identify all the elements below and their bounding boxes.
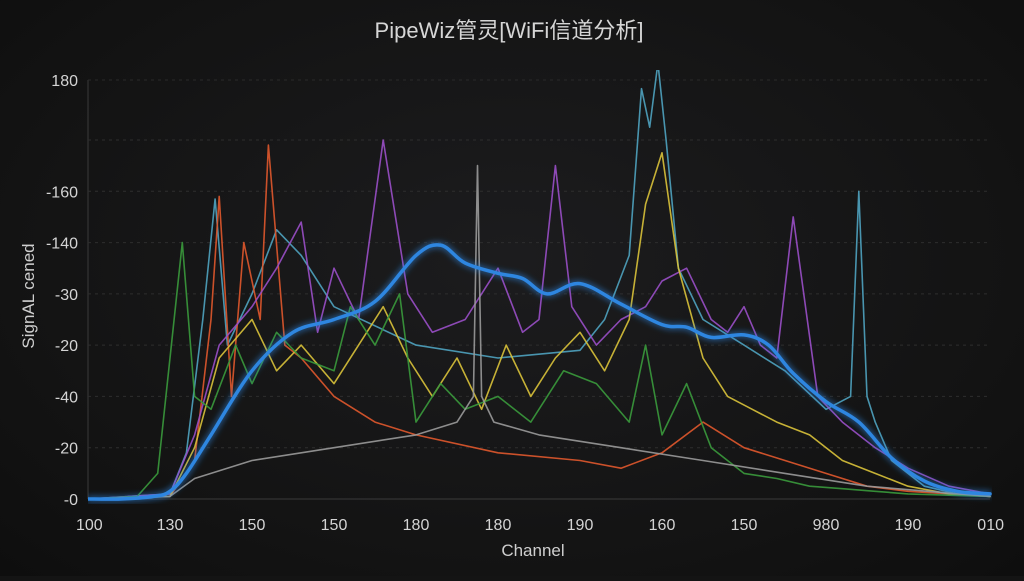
x-tick-label: 150	[321, 517, 348, 534]
x-tick-label: 160	[649, 517, 676, 534]
y-tick-label: -40	[55, 389, 78, 406]
x-tick-label: 190	[567, 517, 594, 534]
series-lines	[88, 70, 992, 501]
y-axis-ticks: -0 -20 -40 -20 -30 -140 -160 180	[46, 73, 78, 509]
y-tick-label: -20	[55, 441, 78, 458]
x-tick-label: 180	[403, 517, 430, 534]
x-tick-label: 010	[977, 517, 1004, 534]
series-line	[88, 70, 991, 500]
series-line	[88, 164, 991, 500]
x-tick-label: 980	[813, 517, 840, 534]
y-tick-label: -20	[55, 338, 78, 355]
y-tick-label: 180	[51, 73, 78, 90]
x-tick-label: 100	[76, 517, 103, 534]
x-tick-label: 150	[239, 517, 266, 534]
grid-lines	[87, 79, 990, 500]
x-tick-label: 130	[157, 517, 184, 534]
series-line	[88, 241, 991, 500]
y-tick-label: -0	[64, 492, 78, 509]
y-axis-label: SignAL cened	[19, 243, 38, 348]
x-tick-label: 180	[485, 517, 512, 534]
series-line	[88, 144, 991, 500]
y-tick-label: -30	[55, 287, 78, 304]
y-tick-label: -140	[46, 236, 78, 253]
y-tick-label: -160	[46, 184, 78, 201]
chart-title: PipeWiz管灵[WiFi信道分析]	[375, 18, 644, 43]
x-axis-ticks: 100 130 150 150 180 180 190 160 150 980 190 010	[76, 517, 1004, 534]
x-tick-label: 190	[895, 517, 922, 534]
series-line	[88, 152, 991, 500]
x-axis-label: Channel	[501, 541, 564, 560]
series-line-aggregate	[88, 243, 992, 501]
x-tick-label: 150	[731, 517, 758, 534]
series-line	[88, 139, 991, 500]
